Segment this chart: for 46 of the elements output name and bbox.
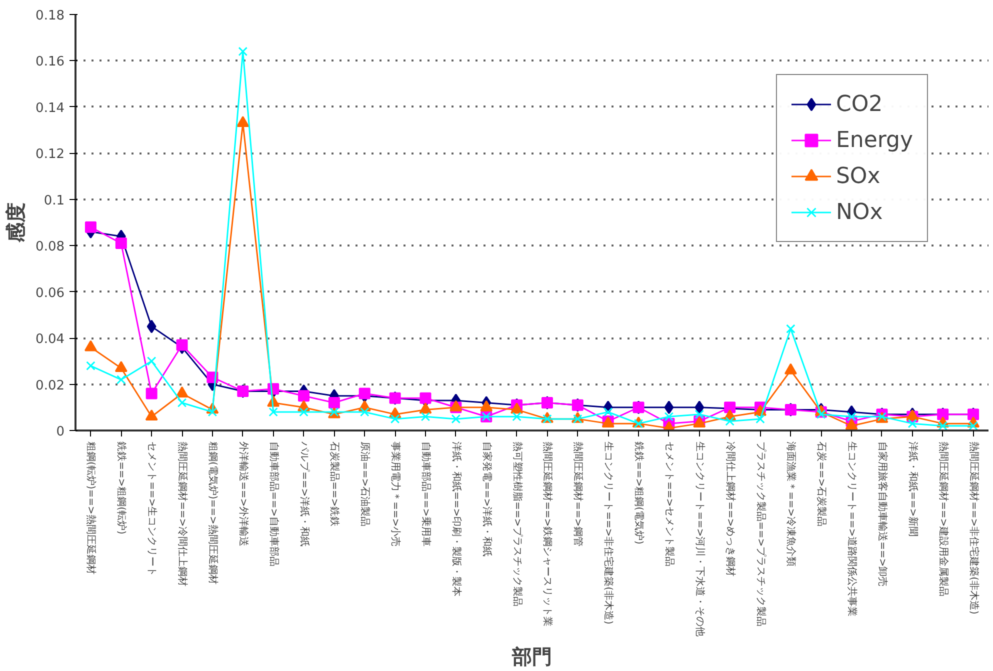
x-tick-label: 原油==>石油製品: [359, 442, 372, 527]
x-tick-label: セメント==>セメント製品: [663, 442, 676, 567]
y-tick-label: 0.16: [36, 54, 65, 70]
x-tick-label: 石炭==>石炭製品: [816, 442, 828, 527]
x-tick-label: 銑鉄==>粗鋼(転炉): [116, 442, 128, 535]
x-tick-label: 自家発電==>洋紙・和紙: [480, 442, 493, 557]
x-tick-label: 粗鋼(電気炉)==>熱間圧延鋼材: [206, 442, 219, 584]
x-tick-label: 自動車部品==>乗用車: [420, 442, 432, 547]
y-tick-label: 0.06: [36, 286, 65, 301]
x-tick-label: 自家用旅客自動車輸送==>卸売: [876, 442, 888, 587]
x-tick-label: 生コンクリート==>非住宅建築(非木造): [602, 442, 615, 625]
x-tick-label: 粗鋼(転炉)==>熱間圧延鋼材: [85, 442, 98, 574]
x-tick-label: 熱可塑性樹脂==>プラスチック製品: [511, 442, 524, 607]
x-tick-label: 洋紙・和紙==>印刷・製版・製本: [450, 442, 462, 597]
x-tick-label: 銑鉄==>粗鋼(電気炉): [633, 442, 646, 545]
y-tick-label: 0.02: [36, 378, 65, 394]
y-tick-label: 0.14: [36, 100, 65, 116]
x-axis-title: 部門: [511, 644, 552, 669]
x-tick-label: 熱間圧延鋼材==>鋼管: [572, 442, 584, 547]
x-tick-label: 冷間仕上鋼材==>めっき鋼材: [724, 442, 736, 577]
x-tick-label: 生コンクリート==>河川・下水道・その他: [694, 442, 706, 637]
x-tick-label: 熱間圧延鋼材==>冷間仕上鋼材: [176, 442, 189, 587]
y-tick-label: 0.1: [44, 193, 65, 208]
x-tick-label: 生コンクリート==>道路関係公共事業: [846, 442, 858, 617]
x-tick-label: 熱間圧延鋼材==>建設用金属製品: [937, 442, 950, 597]
y-tick-label: 0.08: [36, 240, 65, 255]
x-tick-label: パルプ==>洋紙・和紙: [298, 440, 310, 547]
x-tick-label: 自動車部品==>自動車部品: [268, 442, 280, 567]
legend-label: CO2: [836, 92, 883, 116]
y-tick-label: 0.12: [36, 147, 65, 162]
x-tick-label: プラスチック製品==>プラスチック製品: [754, 442, 767, 627]
y-tick-label: 0.18: [36, 8, 65, 24]
x-tick-label: 外洋輸送==>外洋輸送: [237, 442, 250, 547]
x-tick-label: 熱間圧延鋼材==>鉄鋼シャースリット業: [542, 442, 554, 627]
x-tick-label: 海面漁業＊==>冷凍魚介類: [785, 442, 798, 567]
x-tick-label: 事業用電力＊==>小売: [390, 442, 402, 547]
legend-label: Energy: [836, 128, 913, 152]
x-tick-label: 石炭製品==>銑鉄: [328, 442, 341, 527]
legend-label: SOx: [836, 164, 880, 188]
y-axis-title: 感度: [4, 202, 28, 244]
legend-label: NOx: [836, 200, 883, 224]
x-tick-label: セメント==>生コンクリート: [146, 442, 158, 577]
x-tick-label: 洋紙・和紙==>新聞: [906, 442, 919, 537]
x-tick-label: 熱間圧延鋼材==>非住宅建築(非木造): [968, 442, 980, 615]
y-tick-label: 0: [56, 424, 65, 440]
y-tick-label: 0.04: [36, 332, 65, 348]
